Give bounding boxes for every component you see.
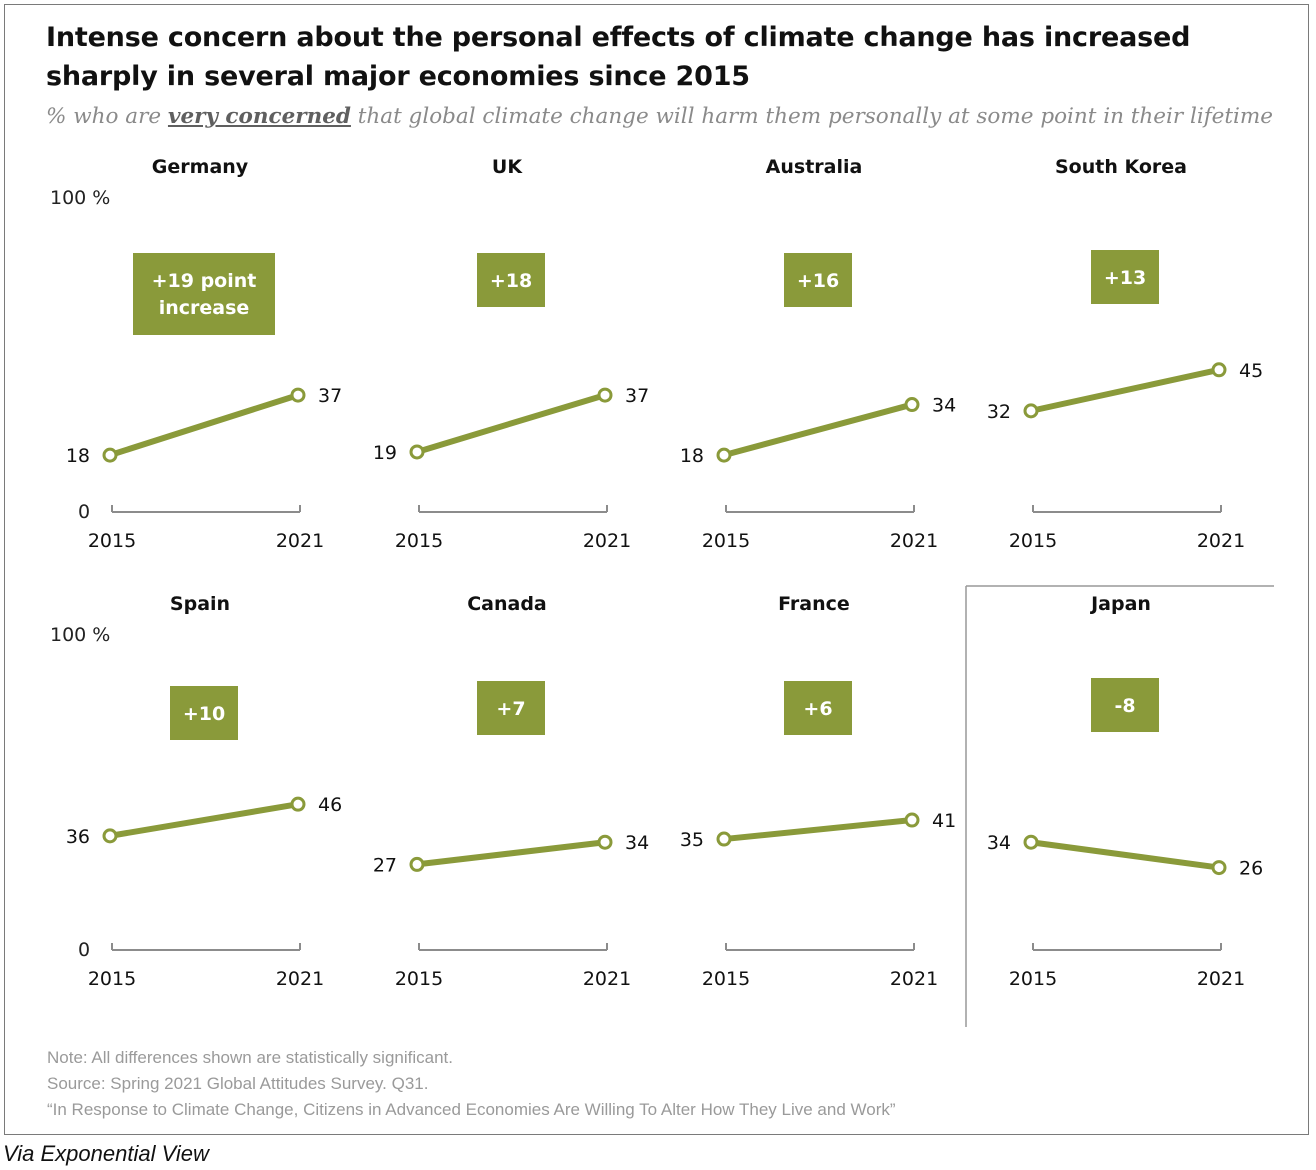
data-label-2021-south-korea: 45 xyxy=(1239,360,1263,382)
change-box-australia xyxy=(784,253,852,307)
source-text: Source: Spring 2021 Global Attitudes Sur… xyxy=(47,1074,429,1093)
data-label-2015-france: 35 xyxy=(680,829,704,851)
change-label-germany-line2: increase xyxy=(159,297,250,319)
change-box-france xyxy=(784,681,852,735)
change-box-canada xyxy=(477,681,545,735)
point-2021-uk xyxy=(597,387,613,403)
point-2021-canada xyxy=(597,834,613,850)
data-label-2021-australia: 34 xyxy=(932,395,956,417)
subtitle-emphasis: very concerned xyxy=(167,104,351,129)
panel-title-south-korea: South Korea xyxy=(1055,156,1187,178)
data-label-2021-uk: 37 xyxy=(625,385,649,407)
series-line-uk xyxy=(414,392,608,455)
subtitle-prefix: % who are xyxy=(46,104,168,129)
x-tick-label-2021-canada: 2021 xyxy=(583,968,631,990)
via-credit: Via Exponential View xyxy=(3,1141,209,1166)
change-label-south-korea: +13 xyxy=(1104,267,1146,289)
point-2015-france xyxy=(716,831,732,847)
point-2015-south-korea xyxy=(1023,403,1039,419)
y-axis-top-label: 100 % xyxy=(50,624,110,646)
x-tick-label-2015-france: 2015 xyxy=(702,968,750,990)
change-box-south-korea xyxy=(1091,250,1159,304)
data-label-2021-japan: 26 xyxy=(1239,858,1263,880)
point-2021-australia xyxy=(904,397,920,413)
x-tick-label-2015-australia: 2015 xyxy=(702,530,750,552)
change-label-spain: +10 xyxy=(183,703,225,725)
change-box-spain xyxy=(170,686,238,740)
point-2015-australia xyxy=(716,447,732,463)
change-label-france: +6 xyxy=(803,698,832,720)
x-tick-label-2021-japan: 2021 xyxy=(1197,968,1245,990)
data-label-2015-australia: 18 xyxy=(680,445,704,467)
change-label-canada: +7 xyxy=(496,698,525,720)
point-2015-spain xyxy=(102,828,118,844)
point-2021-japan xyxy=(1211,860,1227,876)
x-tick-label-2021-south-korea: 2021 xyxy=(1197,530,1245,552)
change-label-australia: +16 xyxy=(797,270,839,292)
point-2015-japan xyxy=(1023,834,1039,850)
series-line-japan xyxy=(1028,839,1222,871)
series-line-france xyxy=(721,817,915,843)
panel-title-japan: Japan xyxy=(1089,593,1151,615)
subtitle-suffix: that global climate change will harm the… xyxy=(350,104,1274,129)
data-label-2021-france: 41 xyxy=(932,810,956,832)
data-label-2015-canada: 27 xyxy=(373,854,397,876)
data-label-2015-uk: 19 xyxy=(373,442,397,464)
change-box-japan xyxy=(1091,678,1159,732)
panel-title-australia: Australia xyxy=(766,156,863,178)
series-line-australia xyxy=(721,401,915,459)
x-tick-label-2021-uk: 2021 xyxy=(583,530,631,552)
x-tick-label-2015-germany: 2015 xyxy=(88,530,136,552)
y-axis-bottom-label: 0 xyxy=(78,501,90,523)
panel-title-uk: UK xyxy=(492,156,523,178)
data-label-2021-spain: 46 xyxy=(318,794,342,816)
small-multiples-chart: Germany 100 % 0 +19 point increase 2015 2021 18… xyxy=(50,156,1274,1027)
y-axis-bottom-label: 0 xyxy=(78,939,90,961)
chart-title: Intense concern about the personal effec… xyxy=(46,22,1191,92)
data-label-2021-germany: 37 xyxy=(318,385,342,407)
change-label-germany: +19 point xyxy=(152,270,257,292)
panel-title-canada: Canada xyxy=(467,593,547,615)
notes: Note: All differences shown are statisti… xyxy=(47,1045,896,1123)
y-axis-top-label: 100 % xyxy=(50,187,110,209)
x-tick-label-2015-japan: 2015 xyxy=(1009,968,1057,990)
x-tick-label-2015-canada: 2015 xyxy=(395,968,443,990)
data-label-2015-spain: 36 xyxy=(66,826,90,848)
point-2021-france xyxy=(904,812,920,828)
panel-title-spain: Spain xyxy=(170,593,230,615)
change-label-japan: -8 xyxy=(1114,695,1135,717)
data-label-2015-germany: 18 xyxy=(66,445,90,467)
x-tick-label-2015-uk: 2015 xyxy=(395,530,443,552)
point-2021-germany xyxy=(290,387,306,403)
x-tick-label-2021-germany: 2021 xyxy=(276,530,324,552)
change-label-uk: +18 xyxy=(490,270,532,292)
chart-frame xyxy=(4,4,1309,1135)
point-2021-south-korea xyxy=(1211,362,1227,378)
change-box-uk xyxy=(477,253,545,307)
report-title-text: “In Response to Climate Change, Citizens… xyxy=(47,1100,896,1119)
point-2015-germany xyxy=(102,447,118,463)
data-label-2015-south-korea: 32 xyxy=(987,401,1011,423)
change-box-germany xyxy=(133,253,275,335)
data-label-2015-japan: 34 xyxy=(987,832,1011,854)
panel-title-germany: Germany xyxy=(152,156,249,178)
series-line-germany xyxy=(107,392,301,459)
point-2021-spain xyxy=(290,796,306,812)
data-label-2021-canada: 34 xyxy=(625,832,649,854)
series-line-spain xyxy=(107,801,301,839)
x-tick-label-2015-spain: 2015 xyxy=(88,968,136,990)
panel-title-france: France xyxy=(778,593,850,615)
x-tick-label-2021-australia: 2021 xyxy=(890,530,938,552)
series-line-south-korea xyxy=(1028,366,1222,414)
x-tick-label-2021-spain: 2021 xyxy=(276,968,324,990)
chart-subtitle: % who are very concerned that global cli… xyxy=(46,104,1296,129)
note-text: Note: All differences shown are statisti… xyxy=(47,1048,453,1067)
point-2015-canada xyxy=(409,856,425,872)
point-2015-uk xyxy=(409,444,425,460)
series-line-canada xyxy=(414,839,608,868)
x-tick-label-2021-france: 2021 xyxy=(890,968,938,990)
x-tick-label-2015-south-korea: 2015 xyxy=(1009,530,1057,552)
